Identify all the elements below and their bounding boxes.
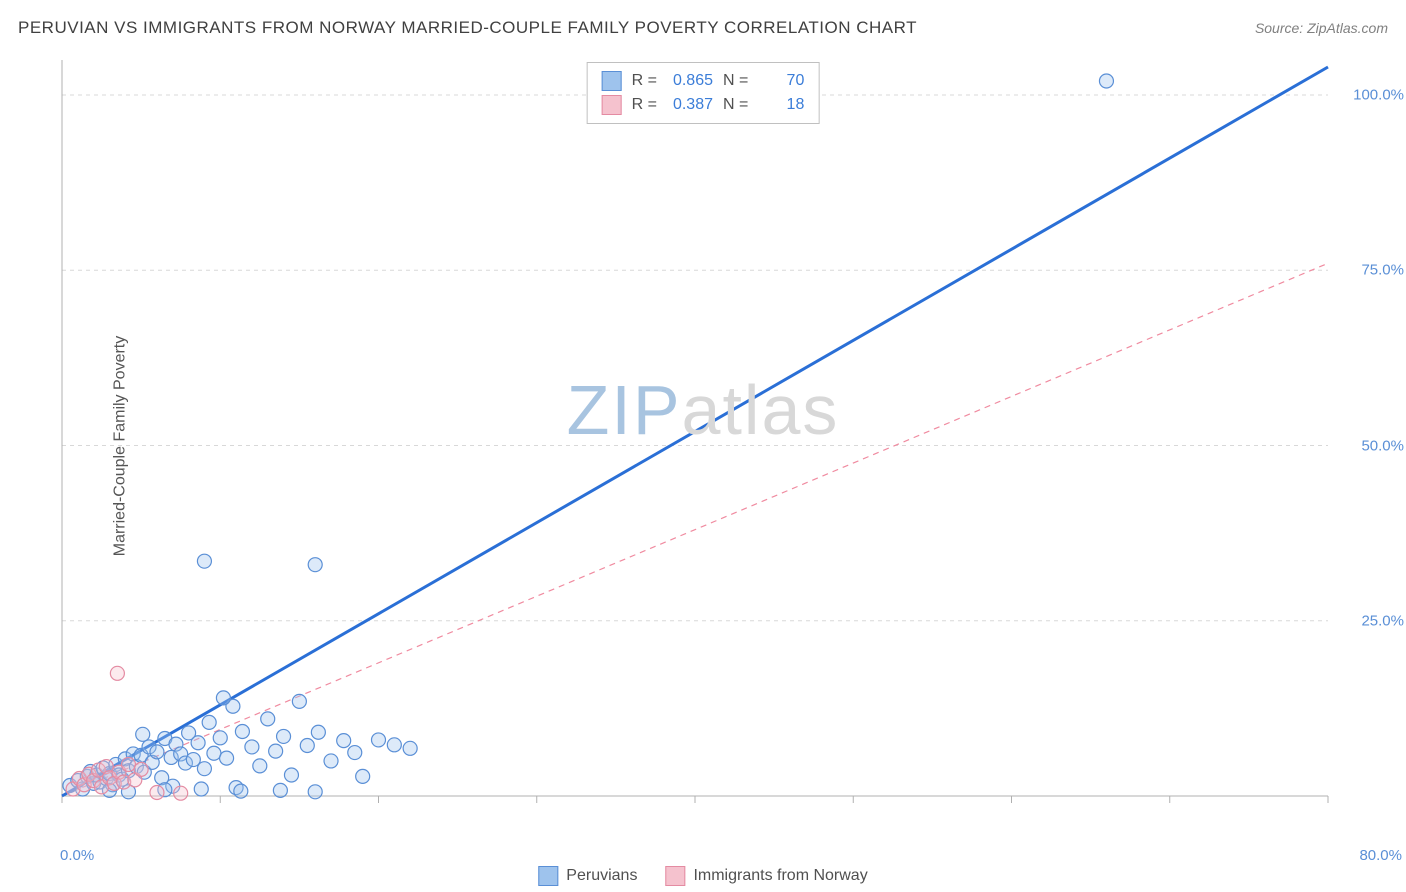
series-legend: Peruvians Immigrants from Norway bbox=[538, 866, 867, 886]
plot-area bbox=[58, 56, 1388, 836]
series-swatch-1 bbox=[602, 71, 622, 91]
y-tick-label: 50.0% bbox=[1361, 437, 1404, 454]
y-tick-label: 75.0% bbox=[1361, 262, 1404, 279]
correlation-legend: R = 0.865 N = 70 R = 0.387 N = 18 bbox=[587, 62, 820, 124]
legend-item-2: Immigrants from Norway bbox=[665, 866, 867, 886]
series-swatch-2 bbox=[602, 95, 622, 115]
y-tick-label: 25.0% bbox=[1361, 612, 1404, 629]
n-value-2: 18 bbox=[758, 96, 804, 114]
scatter-chart-svg bbox=[58, 56, 1388, 836]
r-label: R = bbox=[632, 96, 657, 114]
header: PERUVIAN VS IMMIGRANTS FROM NORWAY MARRI… bbox=[18, 18, 1388, 38]
source-attribution: Source: ZipAtlas.com bbox=[1255, 20, 1388, 36]
chart-container: PERUVIAN VS IMMIGRANTS FROM NORWAY MARRI… bbox=[0, 0, 1406, 892]
r-value-1: 0.865 bbox=[667, 72, 713, 90]
source-name: ZipAtlas.com bbox=[1307, 20, 1388, 36]
correlation-legend-row-1: R = 0.865 N = 70 bbox=[602, 69, 805, 93]
r-value-2: 0.387 bbox=[667, 96, 713, 114]
n-value-1: 70 bbox=[758, 72, 804, 90]
r-label: R = bbox=[632, 72, 657, 90]
legend-label-1: Peruvians bbox=[566, 867, 637, 885]
correlation-legend-row-2: R = 0.387 N = 18 bbox=[602, 93, 805, 117]
legend-label-2: Immigrants from Norway bbox=[693, 867, 867, 885]
chart-title: PERUVIAN VS IMMIGRANTS FROM NORWAY MARRI… bbox=[18, 18, 917, 38]
x-tick-min: 0.0% bbox=[60, 847, 94, 864]
source-prefix: Source: bbox=[1255, 20, 1307, 36]
x-tick-max: 80.0% bbox=[1359, 847, 1402, 864]
legend-swatch-1 bbox=[538, 866, 558, 886]
n-label: N = bbox=[723, 72, 748, 90]
legend-item-1: Peruvians bbox=[538, 866, 637, 886]
y-tick-label: 100.0% bbox=[1353, 87, 1404, 104]
legend-swatch-2 bbox=[665, 866, 685, 886]
n-label: N = bbox=[723, 96, 748, 114]
